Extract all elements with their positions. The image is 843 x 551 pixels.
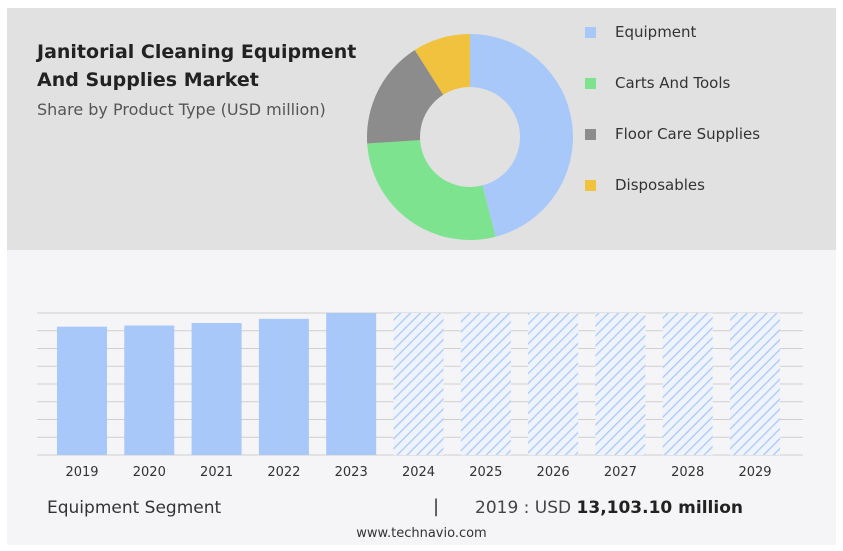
bar-2026 (528, 313, 579, 455)
donut-slice-disposables (414, 34, 470, 95)
legend-swatch (585, 77, 596, 89)
x-tick-label: 2027 (604, 465, 637, 480)
footer-separator: | (433, 496, 440, 517)
bar-2019 (57, 326, 107, 455)
bar-2020 (124, 325, 175, 455)
x-tick-label: 2025 (469, 465, 502, 480)
bar-2021 (191, 322, 242, 455)
bar-2025 (460, 313, 511, 455)
donut-slice-carts-and-tools (367, 140, 496, 241)
donut-chart (367, 34, 573, 241)
bar-2022 (258, 318, 309, 455)
donut-slice-floor-care-supplies (367, 50, 444, 144)
bar-2024 (393, 313, 444, 455)
chart-title: Janitorial Cleaning Equipment And Suppli… (37, 41, 357, 91)
x-tick-label: 2023 (335, 465, 368, 480)
x-tick-label: 2028 (671, 465, 704, 480)
donut-slice-equipment (470, 34, 573, 237)
legend-item-floor-care-supplies: Floor Care Supplies (585, 122, 760, 146)
legend-item-equipment: Equipment (585, 20, 696, 44)
legend-swatch (585, 179, 596, 191)
bar-2028 (662, 313, 713, 455)
x-tick-label: 2026 (537, 465, 570, 480)
x-tick-label: 2020 (133, 465, 166, 480)
legend-item-disposables: Disposables (585, 173, 705, 197)
segment-label: Equipment Segment (47, 498, 222, 518)
segment-value-amount: 13,103.10 million (576, 498, 743, 518)
bar-2023 (326, 313, 377, 455)
website-link[interactable]: www.technavio.com (356, 526, 487, 541)
x-tick-label: 2024 (402, 465, 435, 480)
legend-swatch (585, 128, 596, 140)
segment-value: 2019 : USD 13,103.10 million (475, 498, 743, 518)
chart-subtitle: Share by Product Type (USD million) (37, 100, 326, 119)
bar-2027 (595, 313, 646, 455)
bar-2029 (730, 313, 780, 455)
legend-item-carts-and-tools: Carts And Tools (585, 71, 730, 95)
x-tick-label: 2029 (738, 465, 771, 480)
x-tick-label: 2021 (200, 465, 233, 480)
legend-label: Disposables (615, 176, 705, 194)
legend-label: Carts And Tools (615, 74, 731, 92)
legend-label: Equipment (615, 23, 697, 41)
x-tick-label: 2019 (65, 465, 98, 480)
x-tick-label: 2022 (267, 465, 300, 480)
legend-label: Floor Care Supplies (615, 125, 761, 143)
legend-swatch (585, 26, 596, 38)
segment-value-prefix: 2019 : USD (475, 498, 572, 518)
